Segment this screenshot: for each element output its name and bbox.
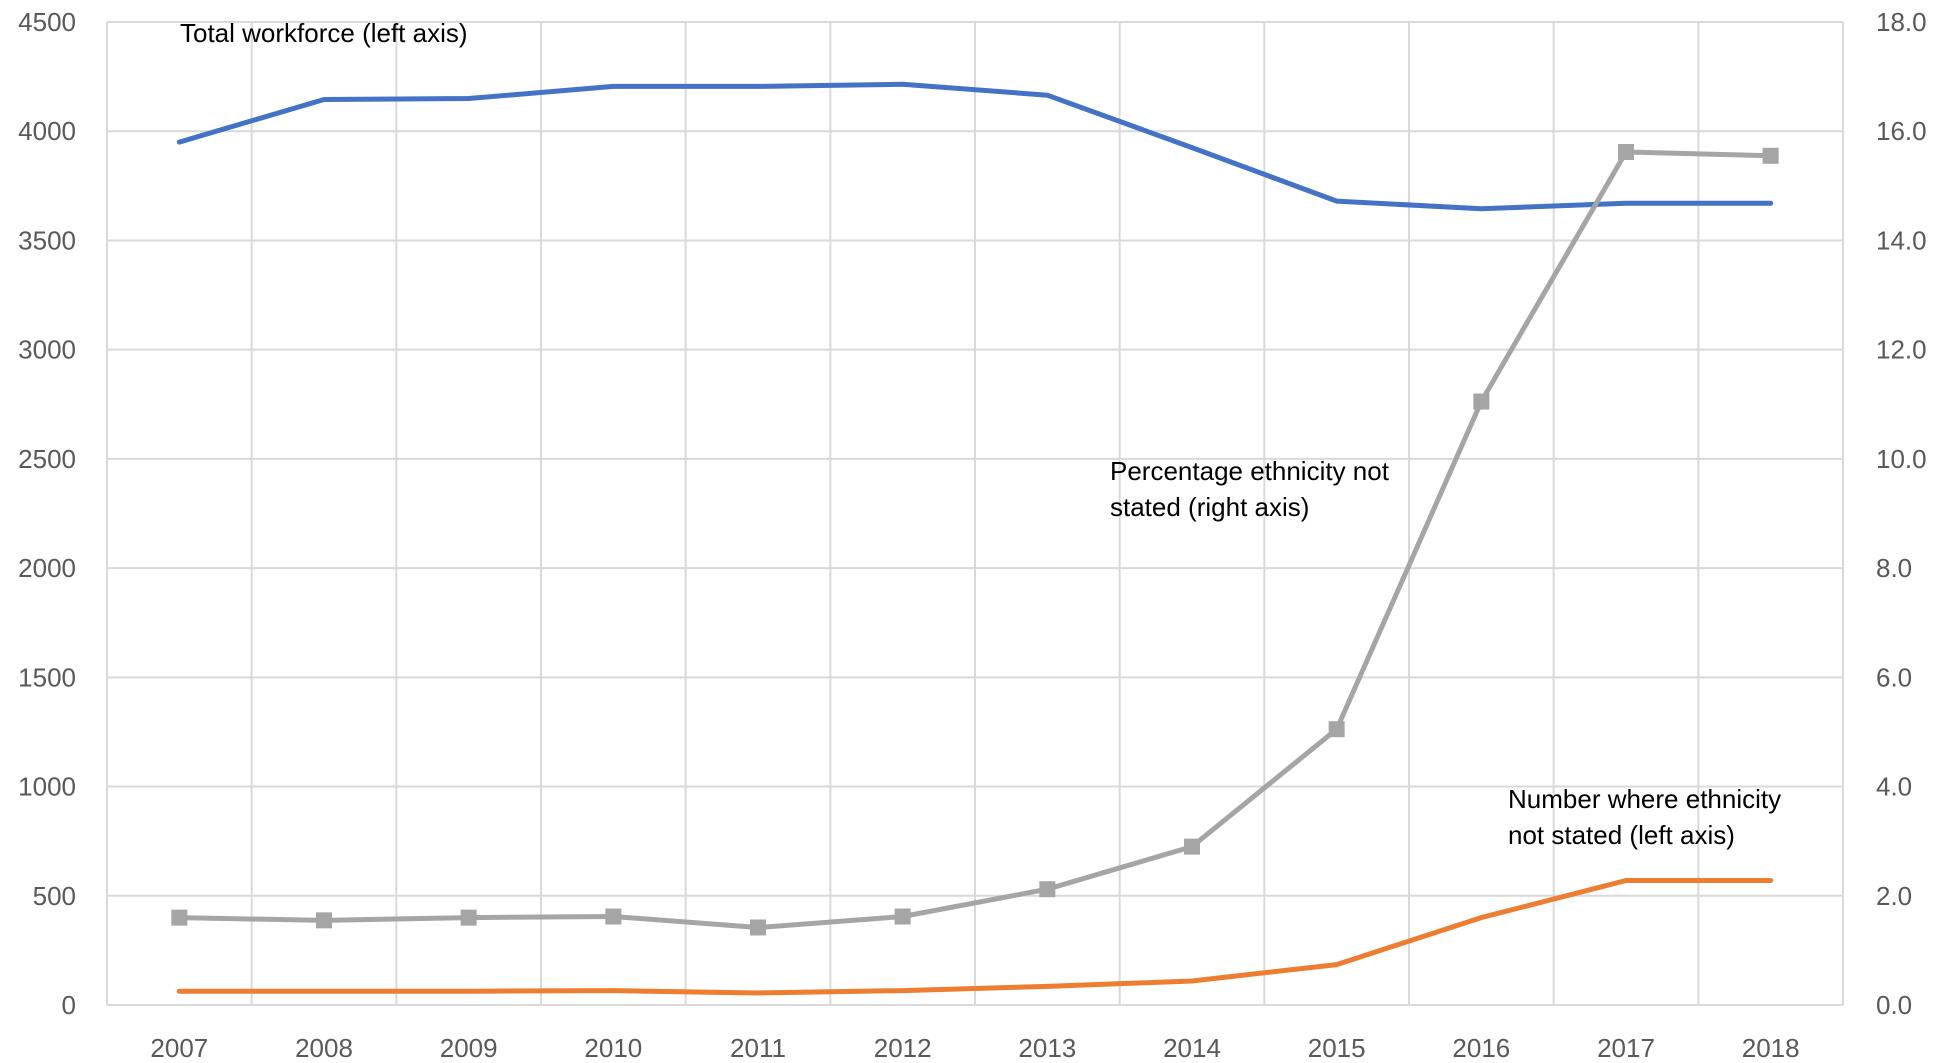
series-lines <box>176 81 1774 996</box>
series-marker <box>171 909 188 926</box>
x-tick-label: 2017 <box>1597 1033 1655 1063</box>
series-marker <box>894 908 911 925</box>
series-line-0 <box>176 81 1774 212</box>
annotation-number-not-stated: Number where ethnicity not stated (left … <box>1508 784 1788 850</box>
x-tick-label: 2008 <box>295 1033 353 1063</box>
y-right-tick-label: 0.0 <box>1876 990 1912 1020</box>
series-line-1 <box>176 878 1774 996</box>
series-marker <box>605 908 622 925</box>
gridlines <box>106 21 1844 1006</box>
x-tick-label: 2011 <box>730 1033 786 1063</box>
series-marker <box>1473 393 1490 410</box>
y-right-tick-label: 2.0 <box>1876 881 1912 911</box>
x-tick-label: 2014 <box>1163 1033 1221 1063</box>
y-right-tick-label: 18.0 <box>1876 7 1927 37</box>
x-tick-label: 2007 <box>150 1033 208 1063</box>
y-right-tick-label: 8.0 <box>1876 553 1912 583</box>
y-left-tick-label: 1500 <box>18 662 76 692</box>
series-marker <box>460 909 477 926</box>
series-marker <box>750 919 766 936</box>
x-tick-label: 2015 <box>1308 1033 1366 1063</box>
y-left-tick-label: 4500 <box>18 7 76 37</box>
y-left-tick-label: 2000 <box>18 553 76 583</box>
x-tick-label: 2010 <box>584 1033 642 1063</box>
x-tick-label: 2013 <box>1018 1033 1076 1063</box>
y-right-tick-label: 10.0 <box>1876 444 1927 474</box>
y-left-tick-label: 1000 <box>18 772 76 802</box>
y-left-tick-label: 4000 <box>18 116 76 146</box>
x-tick-label: 2018 <box>1742 1033 1800 1063</box>
y-left-tick-label: 0 <box>62 990 76 1020</box>
y-left-tick-label: 3000 <box>18 335 76 365</box>
x-tick-label: 2016 <box>1452 1033 1510 1063</box>
y-right-tick-label: 12.0 <box>1876 335 1927 365</box>
series-marker <box>1184 838 1200 855</box>
tick-labels: 0 500 1000 1500 2000 2500 3000 3500 4000 4500 0.0 2… <box>18 7 1926 1063</box>
y-right-tick-label: 16.0 <box>1876 116 1927 146</box>
series-marker <box>1762 147 1779 164</box>
series-marker <box>1618 143 1634 160</box>
series-marker <box>316 912 332 929</box>
x-tick-label: 2012 <box>874 1033 932 1063</box>
y-left-tick-label: 500 <box>33 881 76 911</box>
series-marker <box>1328 721 1345 738</box>
y-right-tick-label: 4.0 <box>1876 772 1912 802</box>
y-right-tick-label: 14.0 <box>1876 225 1927 255</box>
y-left-tick-label: 2500 <box>18 444 76 474</box>
annotations: Total workforce (left axis) Percentage e… <box>180 18 1788 850</box>
annotation-percentage-not-stated: Percentage ethnicity not stated (right a… <box>1110 456 1396 522</box>
annotation-total-workforce: Total workforce (left axis) <box>180 18 468 48</box>
y-left-tick-label: 3500 <box>18 225 76 255</box>
series-line-2 <box>176 149 1774 930</box>
x-tick-label: 2009 <box>440 1033 498 1063</box>
series-marker <box>1039 881 1056 898</box>
y-right-tick-label: 6.0 <box>1876 662 1912 692</box>
series-markers <box>171 143 1779 936</box>
